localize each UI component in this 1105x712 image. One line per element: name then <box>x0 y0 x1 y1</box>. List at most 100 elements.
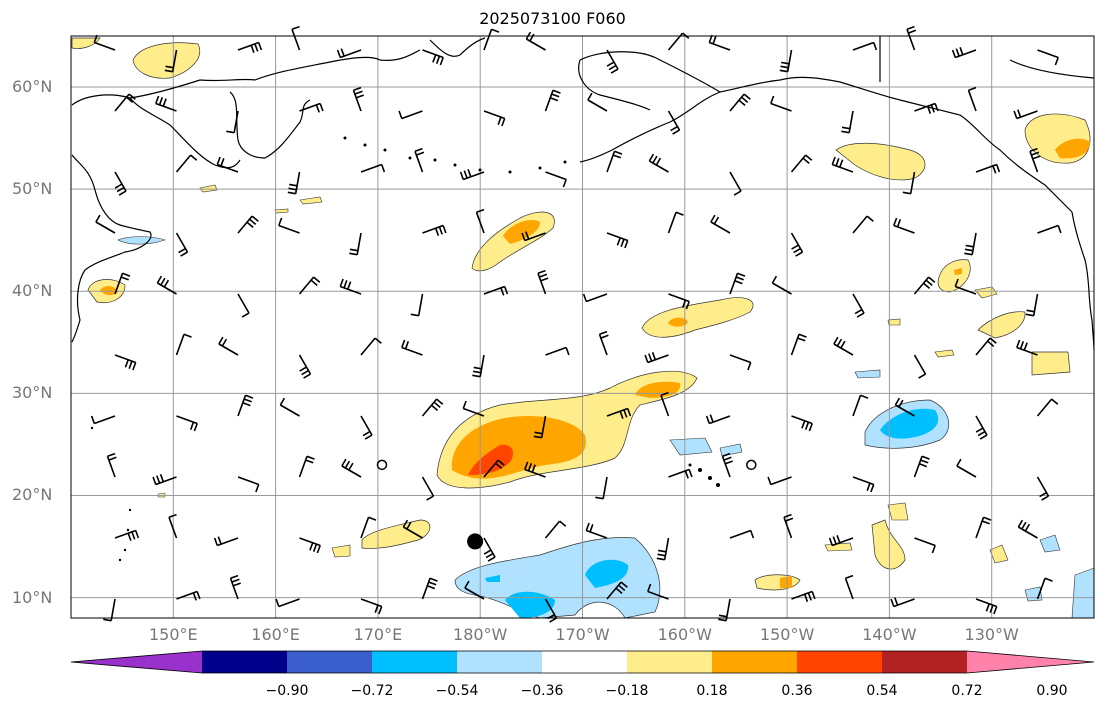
wind-barb <box>103 598 116 622</box>
orange-anomaly-area <box>540 442 565 456</box>
island <box>433 158 437 162</box>
positive-anomaly-area <box>887 502 909 521</box>
colorbar-segment <box>457 651 542 673</box>
lon-tick-label: 170°W <box>555 625 610 644</box>
strong-negative-anomaly-area <box>880 408 939 439</box>
wind-barb <box>975 163 1001 174</box>
wind-barb <box>1036 476 1050 501</box>
coastlines <box>71 36 1095 351</box>
island <box>508 170 512 174</box>
wind-barb <box>237 293 250 318</box>
colorbar-segment <box>287 651 372 673</box>
colorbar-tick-label: 0.18 <box>696 683 728 699</box>
positive-anomaly-area <box>71 37 101 49</box>
wind-barb <box>606 407 632 419</box>
wind-barb <box>114 272 131 295</box>
negative-anomaly-area <box>117 236 166 245</box>
lon-tick-label: 180°W <box>453 625 508 644</box>
lat-tick-label: 60°N <box>12 77 53 97</box>
wind-barb <box>668 293 690 310</box>
wind-barb <box>349 232 362 256</box>
wind-barb <box>95 214 116 234</box>
wind-barb <box>422 224 447 236</box>
colorbar-tick-label: −0.54 <box>435 683 479 699</box>
wind-barb <box>954 278 977 295</box>
wind-barb <box>852 394 869 417</box>
wind-barb <box>771 275 792 295</box>
wind-barb <box>475 208 485 234</box>
positive-anomaly-area <box>132 42 200 79</box>
wind-barb <box>828 535 854 547</box>
wind-barb <box>890 597 915 608</box>
wind-barb <box>414 147 425 173</box>
island <box>563 160 567 164</box>
island <box>128 508 132 512</box>
wind-barb <box>595 476 608 500</box>
wind-barb <box>647 583 669 600</box>
wind-barb <box>90 415 116 425</box>
wind-barb <box>279 397 300 417</box>
island <box>453 163 457 167</box>
wind-barb <box>298 455 315 478</box>
wind-barb <box>852 293 865 318</box>
positive-anomaly-area <box>641 297 754 338</box>
island <box>698 468 702 472</box>
asia-coastline <box>71 78 256 343</box>
positive-anomaly-area <box>274 208 289 214</box>
colorbar-segment <box>882 651 967 673</box>
wind-barb <box>341 458 362 478</box>
wind-barb <box>483 459 505 478</box>
orange-anomaly-area <box>1055 138 1090 159</box>
island <box>383 148 387 152</box>
alaska-peninsula-coastline <box>579 91 721 163</box>
orange-anomaly-area <box>668 317 688 327</box>
wind-barb <box>401 339 423 356</box>
island <box>123 548 127 552</box>
wind-barb <box>175 333 192 356</box>
lon-tick-label: 150°W <box>759 625 815 644</box>
wind-barb <box>852 41 878 51</box>
north-america-coastline <box>1071 211 1095 351</box>
wind-barb <box>472 354 485 378</box>
wind-barb <box>421 476 435 501</box>
orange-anomaly-area <box>503 219 540 244</box>
sea-of-okhotsk-coastline <box>129 97 241 169</box>
colorbar-segment <box>627 651 712 673</box>
graticule <box>71 36 1094 618</box>
colorbar <box>70 650 1095 674</box>
lon-tick-label: 160°E <box>251 625 300 644</box>
wind-barb <box>299 102 324 113</box>
wind-barb <box>524 461 546 478</box>
alaska-coastline <box>579 51 1073 213</box>
arctic-coastline <box>879 36 1095 82</box>
wind-barb <box>156 275 177 295</box>
negative-anomaly-area <box>854 369 881 379</box>
wind-barb <box>462 400 485 417</box>
negative-anomaly-area <box>719 443 743 457</box>
wind-barb <box>483 537 496 562</box>
wind-barb <box>275 598 300 608</box>
open-circle-marker <box>376 459 388 471</box>
wind-barb <box>410 293 424 317</box>
wind-barb <box>705 414 731 425</box>
wind-barb <box>299 537 321 554</box>
colorbar-segment <box>542 651 627 673</box>
wind-barb <box>398 110 423 120</box>
wind-barb <box>545 171 567 188</box>
wind-barb <box>1025 293 1039 317</box>
wind-barb <box>155 95 177 112</box>
wind-barb <box>176 415 198 432</box>
wind-barb <box>537 269 549 295</box>
wind-barb <box>790 232 804 257</box>
wind-barb <box>1029 147 1041 173</box>
open-circle-marker <box>746 459 757 471</box>
wind-barb <box>459 169 485 181</box>
wind-barb <box>544 89 561 112</box>
island <box>716 483 720 487</box>
wind-barb <box>894 397 915 417</box>
wind-barb <box>606 232 629 249</box>
strong-negative-anomaly-area <box>505 591 555 618</box>
wind-barb <box>656 537 670 561</box>
wind-barb <box>213 536 239 547</box>
wind-barb <box>421 577 438 600</box>
